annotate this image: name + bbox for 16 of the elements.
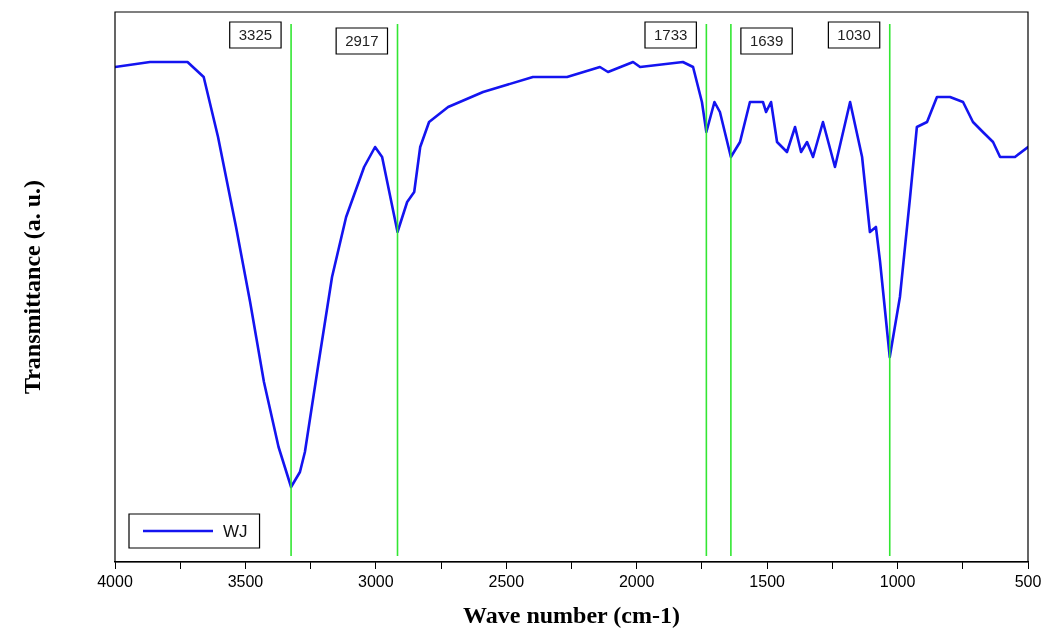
ref-line-label: 1639 <box>749 32 784 50</box>
x-tick-label: 500 <box>1014 573 1042 591</box>
ref-line-label: 1733 <box>653 26 688 44</box>
x-tick-label: 1000 <box>879 573 916 591</box>
y-axis-title: Transmittance (a. u.) <box>19 179 46 395</box>
x-tick-label: 4000 <box>97 573 133 591</box>
x-tick-label: 1500 <box>749 573 786 591</box>
ref-line-label: 1030 <box>837 26 871 44</box>
x-axis-title: Wave number (cm-1) <box>463 601 680 628</box>
ref-line-label: 3325 <box>238 26 273 44</box>
legend-label: WJ <box>223 521 248 541</box>
x-tick-label: 2500 <box>488 573 525 591</box>
x-tick-label: 2000 <box>618 573 655 591</box>
x-tick-label: 3500 <box>227 573 264 591</box>
ref-line-label: 2917 <box>345 32 379 50</box>
x-tick-label: 3000 <box>358 573 394 591</box>
